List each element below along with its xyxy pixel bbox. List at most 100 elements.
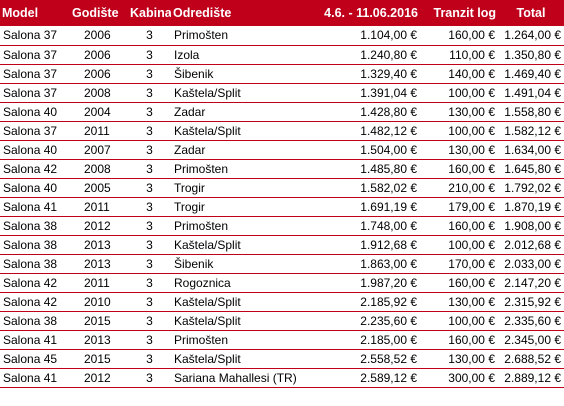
total-cell: 1.469,40 €: [498, 64, 564, 84]
transit-log-cell: 130,00 €: [420, 102, 498, 122]
table-row: Salona 42 2010 3 Kaštela/Split 2.185,92 €130…: [0, 292, 564, 312]
table-row: Salona 37 2011 3 Kaštela/Split 1.482,12 €100…: [0, 121, 564, 141]
header-row: Model Godište Kabina Odredište 4.6. - 11…: [0, 0, 564, 26]
year-cell: 2011: [70, 197, 128, 217]
model-cell: Salona 38: [0, 254, 70, 274]
destination-cell: Zadar: [171, 102, 319, 122]
table-row: Salona 38 2013 3 Šibenik 1.863,00 €170,00 €2…: [0, 254, 564, 274]
total-cell: 2.033,00 €: [498, 254, 564, 274]
year-cell: 2006: [70, 26, 128, 46]
cabins-cell: 3: [128, 216, 171, 236]
model-cell: Salona 37: [0, 45, 70, 65]
cabins-cell: 3: [128, 45, 171, 65]
destination-cell: Kaštela/Split: [171, 349, 319, 369]
destination-cell: Kaštela/Split: [171, 121, 319, 141]
cabins-cell: 3: [128, 273, 171, 293]
table-row: Salona 37 2006 3 Šibenik 1.329,40 €140,00 €1…: [0, 64, 564, 84]
price-cell: 2.558,52 €: [319, 349, 420, 369]
year-cell: 2008: [70, 159, 128, 179]
total-cell: 2.012,68 €: [498, 235, 564, 255]
total-cell: 1.645,80 €: [498, 159, 564, 179]
table-header: Model Godište Kabina Odredište 4.6. - 11…: [0, 0, 564, 26]
header-model: Model: [0, 0, 70, 26]
year-cell: 2008: [70, 83, 128, 103]
total-cell: 2.688,52 €: [498, 349, 564, 369]
year-cell: 2006: [70, 45, 128, 65]
table-row: Salona 37 2006 3 Primošten 1.104,00 €160,00 …: [0, 26, 564, 46]
transit-log-cell: 160,00 €: [420, 26, 498, 46]
model-cell: Salona 45: [0, 349, 70, 369]
transit-log-cell: 160,00 €: [420, 273, 498, 293]
price-cell: 2.185,92 €: [319, 292, 420, 312]
destination-cell: Rogoznica: [171, 273, 319, 293]
transit-log-cell: 160,00 €: [420, 159, 498, 179]
model-cell: Salona 37: [0, 26, 70, 46]
total-cell: 1.870,19 €: [498, 197, 564, 217]
model-cell: Salona 42: [0, 273, 70, 293]
table-row: Salona 38 2015 3 Kaštela/Split 2.235,60 €100…: [0, 311, 564, 331]
model-cell: Salona 40: [0, 178, 70, 198]
year-cell: 2012: [70, 216, 128, 236]
boat-price-table: Model Godište Kabina Odredište 4.6. - 11…: [0, 0, 564, 388]
model-cell: Salona 40: [0, 140, 70, 160]
price-cell: 1.987,20 €: [319, 273, 420, 293]
destination-cell: Kaštela/Split: [171, 292, 319, 312]
table-row: Salona 42 2008 3 Primošten 1.485,80 €160,00 …: [0, 159, 564, 179]
header-total: Total: [498, 0, 564, 26]
transit-log-cell: 179,00 €: [420, 197, 498, 217]
model-cell: Salona 38: [0, 235, 70, 255]
table-row: Salona 42 2011 3 Rogoznica 1.987,20 €160,00 …: [0, 273, 564, 293]
price-cell: 2.235,60 €: [319, 311, 420, 331]
table-row: Salona 41 2013 3 Primošten 2.185,00 €160,00 …: [0, 330, 564, 350]
transit-log-cell: 140,00 €: [420, 64, 498, 84]
table-body: Salona 37 2006 3 Primošten 1.104,00 €160,00 …: [0, 26, 564, 388]
table-row: Salona 38 2012 3 Primošten 1.748,00 €160,00 …: [0, 216, 564, 236]
total-cell: 1.582,12 €: [498, 121, 564, 141]
transit-log-cell: 160,00 €: [420, 216, 498, 236]
header-transit-log: Tranzit log: [420, 0, 498, 26]
cabins-cell: 3: [128, 83, 171, 103]
model-cell: Salona 38: [0, 216, 70, 236]
price-cell: 1.391,04 €: [319, 83, 420, 103]
transit-log-cell: 210,00 €: [420, 178, 498, 198]
year-cell: 2011: [70, 273, 128, 293]
destination-cell: Trogir: [171, 178, 319, 198]
table-row: Salona 40 2007 3 Zadar 1.504,00 €130,00 €1.6…: [0, 140, 564, 160]
price-cell: 1.863,00 €: [319, 254, 420, 274]
total-cell: 1.908,00 €: [498, 216, 564, 236]
cabins-cell: 3: [128, 140, 171, 160]
total-cell: 2.147,20 €: [498, 273, 564, 293]
price-cell: 1.329,40 €: [319, 64, 420, 84]
total-cell: 1.491,04 €: [498, 83, 564, 103]
total-cell: 1.792,02 €: [498, 178, 564, 198]
price-cell: 1.428,80 €: [319, 102, 420, 122]
cabins-cell: 3: [128, 235, 171, 255]
table-row: Salona 41 2011 3 Trogir 1.691,19 €179,00 €1.…: [0, 197, 564, 217]
transit-log-cell: 300,00 €: [420, 368, 498, 388]
table-row: Salona 45 2015 3 Kaštela/Split 2.558,52 €130…: [0, 349, 564, 369]
year-cell: 2015: [70, 311, 128, 331]
model-cell: Salona 41: [0, 330, 70, 350]
total-cell: 2.889,12 €: [498, 368, 564, 388]
model-cell: Salona 41: [0, 368, 70, 388]
cabins-cell: 3: [128, 178, 171, 198]
model-cell: Salona 42: [0, 292, 70, 312]
transit-log-cell: 110,00 €: [420, 45, 498, 65]
destination-cell: Izola: [171, 45, 319, 65]
model-cell: Salona 37: [0, 121, 70, 141]
destination-cell: Kaštela/Split: [171, 235, 319, 255]
destination-cell: Primošten: [171, 216, 319, 236]
transit-log-cell: 130,00 €: [420, 140, 498, 160]
total-cell: 1.264,00 €: [498, 26, 564, 46]
year-cell: 2010: [70, 292, 128, 312]
transit-log-cell: 100,00 €: [420, 235, 498, 255]
total-cell: 1.634,00 €: [498, 140, 564, 160]
destination-cell: Trogir: [171, 197, 319, 217]
cabins-cell: 3: [128, 64, 171, 84]
table-row: Salona 41 2012 3 Sariana Mahallesi (TR) 2.58…: [0, 368, 564, 388]
price-cell: 1.748,00 €: [319, 216, 420, 236]
destination-cell: Sariana Mahallesi (TR): [171, 368, 319, 388]
transit-log-cell: 130,00 €: [420, 349, 498, 369]
header-cabins: Kabina: [128, 0, 171, 26]
price-cell: 1.104,00 €: [319, 26, 420, 46]
